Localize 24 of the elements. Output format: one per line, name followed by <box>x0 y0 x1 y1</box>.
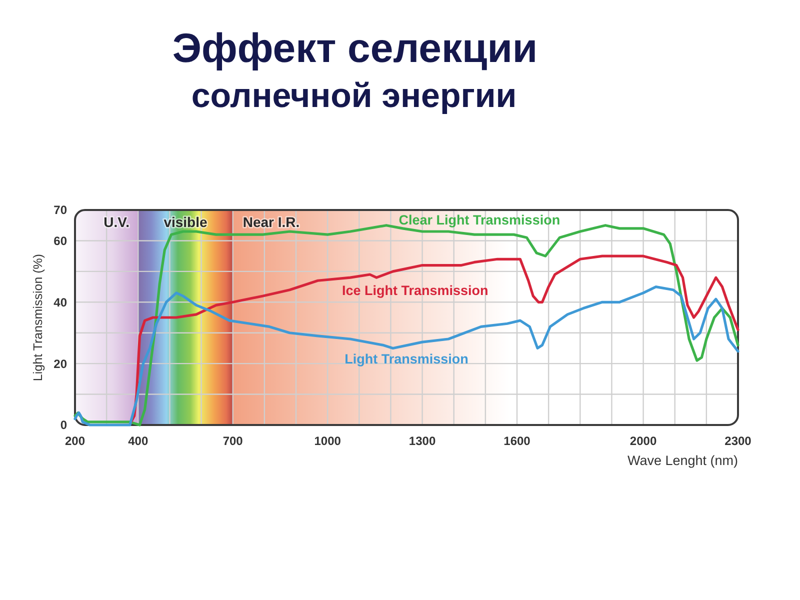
x-tick-label: 700 <box>222 434 244 448</box>
x-tick-label: 400 <box>128 434 148 448</box>
line-series <box>130 254 740 424</box>
x-tick-label: 1000 <box>314 434 342 448</box>
y-tick-label: 0 <box>60 418 68 432</box>
band-label: Near I.R. <box>242 214 300 230</box>
x-tick-label: 200 <box>64 434 86 448</box>
series-label: Light Transmission <box>344 351 468 366</box>
x-tick-label: 2000 <box>630 434 657 448</box>
y-tick-label: 60 <box>54 234 68 248</box>
series-label: Clear Light Transmission <box>398 212 560 228</box>
x-tick-label: 2300 <box>724 434 752 448</box>
band-label: U.V. <box>104 214 130 230</box>
chart-subtitle: солнечной энергии <box>191 77 517 115</box>
y-tick-label: 20 <box>54 356 68 371</box>
y-tick-label: 70 <box>54 203 68 218</box>
y-tick-label: 40 <box>54 295 68 310</box>
chart-title: Эффект селекции <box>172 25 538 71</box>
y-axis-title: Light Transmission (%) <box>31 254 45 382</box>
line-series <box>74 285 740 426</box>
x-axis-title: Wave Lenght (nm) <box>627 453 738 468</box>
x-tick-label: 1600 <box>504 434 531 448</box>
series-label: Ice Light Transmission <box>342 282 488 298</box>
x-tick-label: 1300 <box>408 434 436 448</box>
